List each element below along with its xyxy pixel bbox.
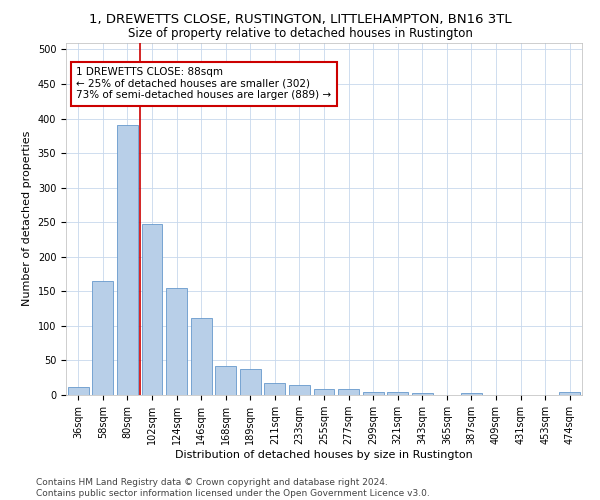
Bar — [559, 392, 580, 395]
Bar — [240, 368, 261, 395]
Bar — [215, 366, 236, 395]
Bar — [68, 388, 89, 395]
Text: Contains HM Land Registry data © Crown copyright and database right 2024.
Contai: Contains HM Land Registry data © Crown c… — [36, 478, 430, 498]
Y-axis label: Number of detached properties: Number of detached properties — [22, 131, 32, 306]
Bar — [265, 383, 286, 395]
Bar — [166, 288, 187, 395]
Bar — [289, 386, 310, 395]
Text: Size of property relative to detached houses in Rustington: Size of property relative to detached ho… — [128, 28, 472, 40]
Bar — [191, 318, 212, 395]
Bar — [412, 393, 433, 395]
Bar — [142, 224, 163, 395]
Bar — [362, 392, 383, 395]
Bar — [314, 389, 334, 395]
Bar — [461, 393, 482, 395]
Bar — [117, 126, 138, 395]
X-axis label: Distribution of detached houses by size in Rustington: Distribution of detached houses by size … — [175, 450, 473, 460]
Bar — [338, 390, 359, 395]
Bar — [387, 392, 408, 395]
Bar — [92, 281, 113, 395]
Text: 1 DREWETTS CLOSE: 88sqm
← 25% of detached houses are smaller (302)
73% of semi-d: 1 DREWETTS CLOSE: 88sqm ← 25% of detache… — [76, 67, 331, 100]
Text: 1, DREWETTS CLOSE, RUSTINGTON, LITTLEHAMPTON, BN16 3TL: 1, DREWETTS CLOSE, RUSTINGTON, LITTLEHAM… — [89, 12, 511, 26]
